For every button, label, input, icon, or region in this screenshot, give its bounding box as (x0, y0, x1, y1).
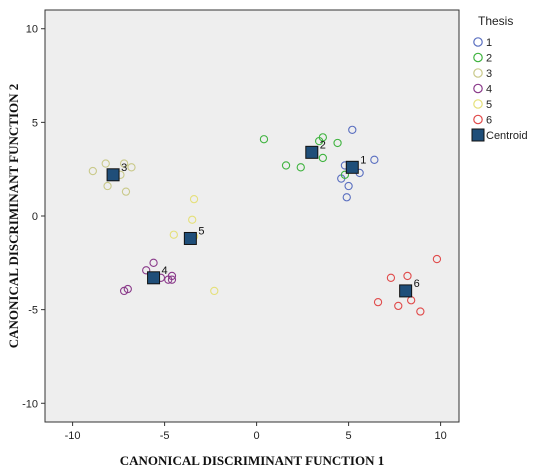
data-point-thesis-2 (340, 170, 350, 179)
x-tick-label: 0 (254, 430, 260, 442)
data-point-thesis-3 (127, 163, 136, 172)
data-point-thesis-6 (394, 301, 403, 311)
legend-marker-thesis-4 (473, 83, 483, 94)
legend-entry-label: 6 (486, 115, 492, 127)
data-point-thesis-4 (119, 286, 129, 296)
data-point-thesis-3 (101, 159, 110, 168)
centroid-label: 2 (320, 139, 326, 151)
y-axis-label: CANONICAL DISCRIMINANT FUNCTION 2 (6, 84, 21, 348)
data-point-thesis-1 (342, 193, 351, 202)
data-point-thesis-6 (373, 297, 383, 307)
legend-marker-thesis-5 (473, 99, 483, 109)
plot-area (44, 9, 460, 423)
centroid-label: 6 (414, 278, 420, 290)
legend-entry-label: Centroid (486, 130, 528, 142)
data-point-thesis-3 (88, 166, 97, 176)
centroid-marker (305, 145, 319, 159)
y-tick-label: 5 (32, 117, 38, 129)
data-point-thesis-1 (370, 155, 379, 164)
data-point-thesis-2 (333, 138, 342, 148)
data-point-thesis-4 (164, 275, 173, 284)
legend-entry-label: 2 (486, 53, 492, 65)
centroid-marker (345, 160, 359, 174)
axis-ticks: -10 -5 0 5 10 -10 -5 0 5 10 (22, 24, 447, 442)
centroid-marker (106, 168, 120, 182)
legend-title: Thesis (478, 14, 513, 28)
data-point-thesis-4 (167, 275, 177, 284)
legend-marker-thesis-3 (473, 68, 483, 78)
data-point-thesis-6 (432, 254, 442, 264)
centroid-marker (147, 271, 161, 285)
data-point-thesis-6 (416, 307, 425, 316)
legend-marker-thesis-2 (473, 52, 483, 63)
centroid-markers: 1 2 3 4 5 6 (106, 139, 420, 298)
data-point-thesis-2 (296, 163, 305, 172)
data-point-thesis-3 (103, 181, 112, 191)
data-point-thesis-5 (169, 230, 178, 239)
legend-marker-centroid (471, 128, 485, 142)
legend-marker-thesis-6 (473, 114, 483, 125)
data-point-thesis-2 (318, 153, 327, 163)
x-axis-label: CANONICAL DISCRIMINANT FUNCTION 1 (120, 453, 384, 468)
data-point-thesis-6 (403, 271, 412, 281)
legend-entry-label: 5 (486, 99, 492, 111)
legend-entry-label: 3 (486, 68, 492, 80)
centroid-marker (183, 231, 197, 245)
data-point-thesis-5 (210, 286, 219, 296)
data-point-thesis-1 (344, 181, 353, 191)
centroid-label: 5 (198, 225, 204, 237)
y-tick-label: 10 (26, 24, 38, 36)
centroid-label: 4 (162, 265, 168, 277)
y-tick-label: -10 (22, 398, 38, 410)
data-point-thesis-5 (189, 194, 199, 204)
data-point-thesis-4 (149, 258, 158, 267)
centroid-label: 1 (360, 154, 366, 166)
data-point-thesis-3 (121, 187, 131, 196)
x-tick-label: 5 (346, 430, 352, 442)
x-tick-label: -10 (65, 430, 81, 442)
x-tick-label: -5 (160, 430, 170, 442)
legend-marker-thesis-1 (473, 37, 483, 47)
data-point-thesis-2 (259, 135, 269, 144)
data-point-thesis-3 (119, 159, 129, 168)
y-tick-label: -5 (28, 305, 38, 317)
data-point-thesis-6 (386, 273, 396, 282)
x-tick-label: 10 (434, 430, 446, 442)
centroid-label: 3 (121, 162, 127, 174)
legend-entry-label: 4 (486, 84, 492, 96)
y-tick-label: 0 (32, 211, 38, 223)
legend: Thesis 1 2 3 4 5 6 Centroid (471, 14, 528, 142)
data-point-thesis-1 (348, 125, 357, 135)
data-point-thesis-4 (142, 266, 151, 275)
data-point-thesis-5 (188, 215, 197, 224)
data-point-thesis-2 (315, 136, 324, 146)
legend-entry-label: 1 (486, 37, 492, 49)
centroid-marker (399, 284, 413, 298)
data-point-thesis-2 (281, 161, 291, 170)
